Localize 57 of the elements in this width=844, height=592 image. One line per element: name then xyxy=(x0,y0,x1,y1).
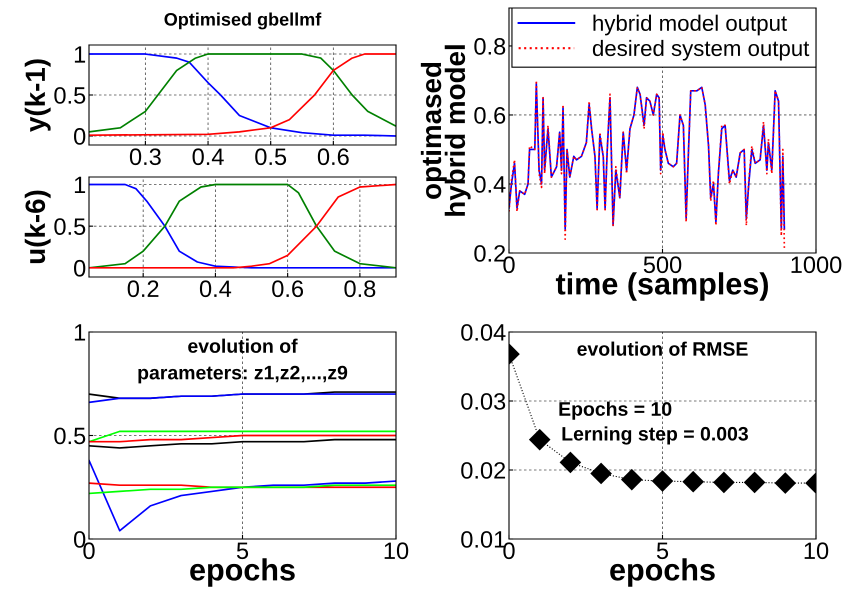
point xyxy=(652,470,674,492)
x-tick-label: 5 xyxy=(656,542,668,560)
x-axis-title: epochs xyxy=(190,558,295,587)
point xyxy=(682,471,704,492)
x-tick-label: 0.4 xyxy=(200,280,232,298)
legend-label: hybrid model output xyxy=(593,14,787,36)
x-tick-label: 0.2 xyxy=(128,280,158,298)
x-axis-title: time (samples) xyxy=(556,272,768,301)
line-series xyxy=(89,184,396,269)
y-axis-title: u(k-6) xyxy=(24,190,51,264)
line-series xyxy=(89,434,396,443)
point xyxy=(621,469,642,490)
annotation: evolution of parameters: z1,z2,...,z9 xyxy=(138,338,348,384)
x-tick-label: 0.5 xyxy=(255,148,286,166)
point xyxy=(713,472,734,493)
y-tick-label: 1 xyxy=(74,176,86,194)
y-tick-label: 0 xyxy=(74,531,86,548)
y-axis-title: y(k-1) xyxy=(24,59,51,132)
x-tick-label: 5 xyxy=(236,542,248,560)
y-tick-label: 0.5 xyxy=(54,87,86,104)
line-series xyxy=(89,460,396,532)
y-tick-label: 0.5 xyxy=(54,218,86,235)
y-tick-label: 0.01 xyxy=(461,531,506,548)
point xyxy=(744,472,766,493)
point xyxy=(560,452,581,473)
y-axis-title: optimased hybrid model xyxy=(420,45,471,216)
y-tick-label: 1 xyxy=(74,324,86,341)
x-tick-label: 0.8 xyxy=(344,280,376,298)
line-series xyxy=(89,393,396,404)
line-series xyxy=(89,484,396,494)
y-tick-label: 0.2 xyxy=(474,245,506,262)
x-tick-label: 500 xyxy=(644,256,682,274)
point xyxy=(774,472,796,494)
legend-label: desired system output xyxy=(592,40,810,61)
annotation: evolution of RMSE xyxy=(577,342,748,356)
y-tick-label: 0.02 xyxy=(461,462,506,479)
x-tick-label: 1000 xyxy=(792,256,842,274)
annotation: Lerning step = 0.003 xyxy=(562,426,748,445)
y-tick-label: 0.6 xyxy=(474,107,506,124)
y-tick-label: 0.5 xyxy=(54,428,86,444)
y-tick-label: 0.8 xyxy=(474,38,506,55)
annotation: Epochs = 10 xyxy=(559,402,672,420)
x-tick-label: 0.4 xyxy=(192,148,224,166)
y-tick-label: 1 xyxy=(74,46,86,63)
y-tick-label: 0.04 xyxy=(461,324,506,341)
point xyxy=(590,462,612,484)
y-tick-label: 0.03 xyxy=(461,393,506,410)
x-tick-label: 0.3 xyxy=(130,148,161,166)
x-axis-title: epochs xyxy=(610,558,715,587)
y-tick-label: 0 xyxy=(74,128,86,145)
x-tick-label: 10 xyxy=(384,542,408,560)
y-tick-label: 0.4 xyxy=(474,176,506,193)
x-tick-label: 0.6 xyxy=(318,148,349,166)
chart-title: Optimised gbellmf xyxy=(164,12,322,30)
x-tick-label: 0.6 xyxy=(272,280,304,298)
x-tick-label: 10 xyxy=(804,542,828,560)
point xyxy=(529,429,550,450)
